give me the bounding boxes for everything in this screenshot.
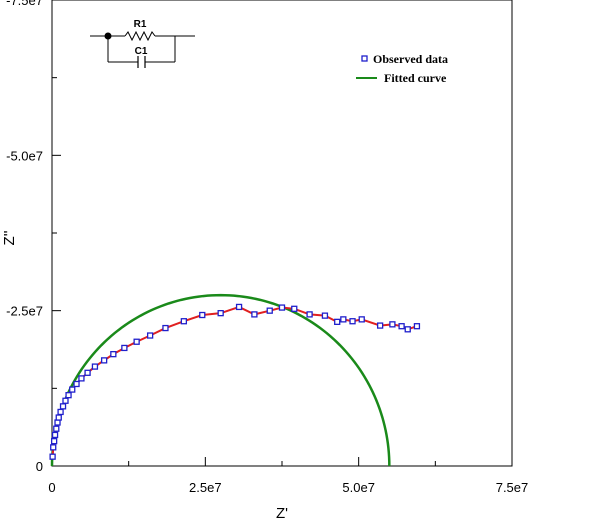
observed-data-point <box>404 326 411 333</box>
observed-data-point <box>389 321 396 328</box>
x-axis-title: Z' <box>276 505 288 522</box>
y-tick-label: -7.5e7 <box>6 0 43 8</box>
observed-data-point <box>49 453 56 460</box>
observed-data-point <box>110 351 117 358</box>
equivalent-circuit: R1 C1 <box>90 19 195 68</box>
x-tick-label: 0 <box>48 480 55 495</box>
observed-data-point <box>349 318 356 325</box>
observed-data-point <box>199 311 206 319</box>
observed-data-point <box>217 310 224 317</box>
observed-data-point <box>278 304 286 311</box>
y-tick-label: -5.0e7 <box>6 148 43 163</box>
observed-data-point <box>121 344 128 352</box>
plot-frame <box>51 0 513 467</box>
observed-data-point <box>413 323 421 330</box>
axis-tick-labels: 0 2.5e7 5.0e7 7.5e7 0 -2.5e7 -5.0e7 -7.5e7 <box>6 0 528 495</box>
x-tick-label: 7.5e7 <box>496 480 529 495</box>
observed-data-point <box>57 408 64 416</box>
observed-data-point <box>306 311 313 318</box>
observed-data-point <box>73 380 80 388</box>
observed-data-point <box>358 316 365 323</box>
observed-data-point <box>376 322 384 329</box>
resistor-label: R1 <box>134 19 147 30</box>
observed-data-point <box>59 403 67 410</box>
observed-data-point <box>62 397 69 404</box>
observed-data-point <box>162 324 169 332</box>
observed-data-point <box>266 307 273 314</box>
observed-data-point <box>321 312 329 319</box>
y-axis-title: Z'' <box>1 230 18 245</box>
observed-data-point <box>235 303 243 311</box>
y-tick-label: -2.5e7 <box>6 304 43 319</box>
x-tick-label: 2.5e7 <box>189 480 222 495</box>
observed-data-point <box>291 305 298 312</box>
observed-data-series <box>49 303 421 460</box>
observed-data-point <box>84 369 91 376</box>
observed-data-point <box>53 425 60 432</box>
observed-data-point <box>51 431 59 439</box>
observed-data-point <box>251 311 258 318</box>
observed-data-point <box>180 318 188 325</box>
resistor-symbol <box>124 30 156 42</box>
legend: Observed data Fitted curve <box>356 52 448 85</box>
observed-data-point <box>50 437 58 445</box>
observed-data-point <box>78 375 85 382</box>
axis-ticks <box>51 0 513 467</box>
observed-data-point <box>50 444 57 451</box>
observed-data-line <box>51 305 418 457</box>
legend-marker-observed <box>361 55 368 62</box>
x-tick-label: 5.0e7 <box>342 480 375 495</box>
observed-data-point <box>146 332 154 339</box>
fitted-curve-series <box>50 293 391 467</box>
observed-data-point <box>65 392 72 399</box>
observed-data-point <box>398 323 405 330</box>
legend-label-observed: Observed data <box>373 52 448 66</box>
y-tick-label: 0 <box>36 459 43 474</box>
legend-label-fitted: Fitted curve <box>384 71 447 85</box>
observed-data-point <box>54 419 61 426</box>
observed-data-point <box>334 318 341 326</box>
observed-data-point <box>340 316 347 323</box>
observed-data-point <box>133 338 140 345</box>
observed-data-point <box>100 357 108 364</box>
observed-data-point <box>55 414 62 421</box>
observed-data-point <box>91 363 99 370</box>
fitted-curve-line <box>50 293 391 467</box>
capacitor-label: C1 <box>135 46 148 57</box>
observed-data-point <box>69 386 76 393</box>
